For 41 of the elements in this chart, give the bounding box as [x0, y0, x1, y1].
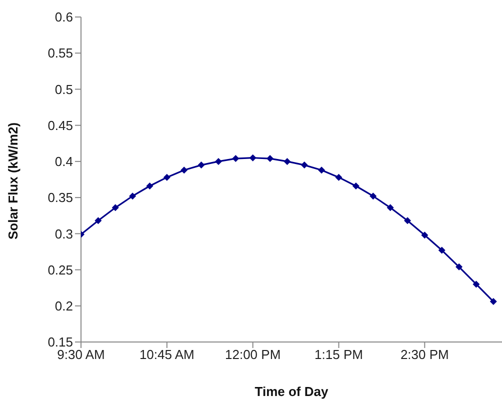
x-tick-label: 10:45 AM	[139, 347, 194, 362]
point	[456, 263, 463, 270]
y-tick-label: 0.45	[48, 118, 73, 133]
point	[352, 182, 360, 190]
point	[249, 154, 256, 162]
x-tick-label: 9:30 AM	[57, 347, 105, 362]
y-tick-label: 0.5	[54, 82, 73, 97]
x-tick-label: 2:30 PM	[400, 347, 449, 362]
point	[180, 166, 188, 174]
y-tick-label: 0.4	[54, 154, 73, 170]
y-tick-label: 0.2	[54, 298, 73, 314]
point	[335, 174, 342, 181]
point	[214, 158, 222, 165]
x-tick-label: 1:15 PM	[314, 347, 363, 362]
point	[146, 182, 154, 190]
point	[300, 162, 308, 169]
point	[163, 174, 170, 181]
y-tick-label: 0.3	[54, 226, 73, 242]
y-tick-label: 0.15	[48, 334, 73, 350]
point	[284, 158, 291, 165]
point	[318, 166, 326, 174]
point	[421, 232, 428, 239]
y-tick-label: 0.55	[48, 46, 73, 61]
y-tick-label: 0.25	[48, 262, 73, 278]
point	[94, 217, 102, 224]
y-tick-label: 0.6	[54, 10, 73, 25]
point	[438, 246, 446, 254]
point	[129, 192, 136, 200]
point	[266, 155, 274, 162]
x-tick-label: 12:00 PM	[225, 347, 281, 362]
y-tick-label: 0.35	[48, 190, 73, 206]
point	[112, 204, 119, 212]
x-axis-title: Time of Day	[254, 384, 329, 399]
point	[370, 192, 377, 200]
point	[386, 204, 394, 212]
point	[404, 217, 411, 224]
point	[198, 162, 205, 169]
point	[232, 155, 240, 162]
y-axis-title: Solar Flux (kW/m2)	[6, 122, 21, 240]
point	[472, 280, 480, 288]
point	[490, 298, 497, 306]
